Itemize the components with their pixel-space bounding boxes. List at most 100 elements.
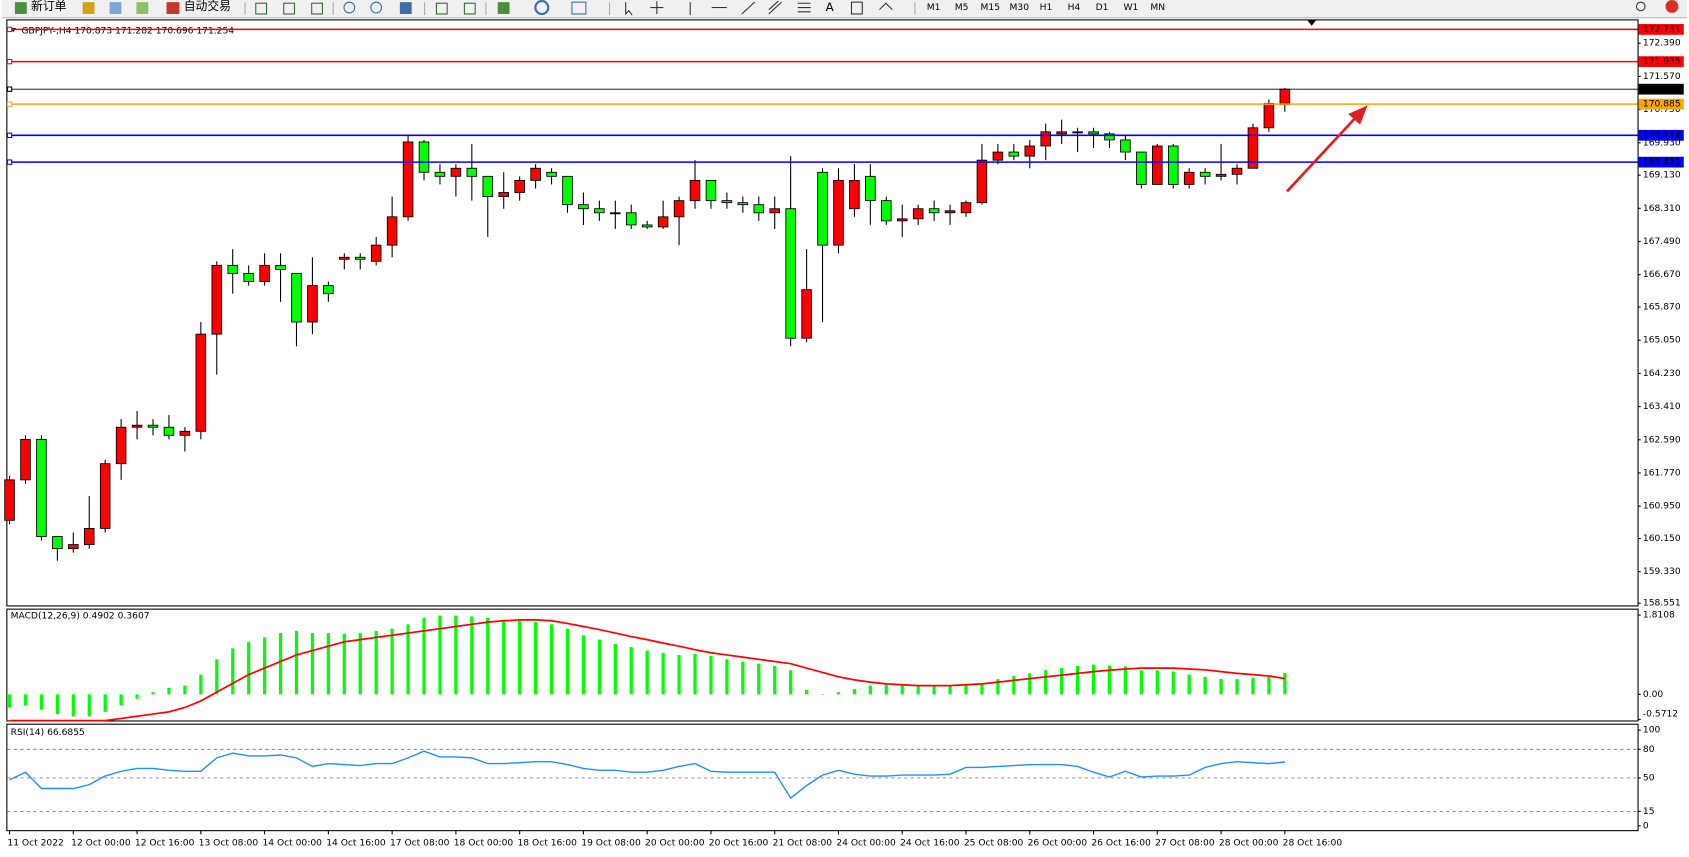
timeframe-button[interactable]: W1 [1124,3,1139,13]
timeframes: M1 M5 M15 M30 H1 H4 D1 W1 MN [927,3,1165,13]
icon-search[interactable] [1635,1,1646,12]
y-tick-label: 15 [1643,807,1655,817]
icon-autotrade[interactable] [166,2,180,14]
new-order-button[interactable]: 新订单 [31,0,67,13]
timeframe-button[interactable]: H4 [1068,3,1081,13]
candle-body [1024,145,1036,157]
autotrade-button[interactable]: 自动交易 [184,0,231,13]
level-price-label: 171.254 [1643,85,1681,95]
x-tick-label: 18 Oct 00:00 [454,839,514,849]
macd-bar [709,655,713,695]
candle-body [721,200,733,204]
macd-bar [677,654,681,695]
macd-bar [39,694,44,710]
candle-body [466,167,478,177]
level-price-box [1638,98,1684,110]
timeframe-button[interactable]: H1 [1040,3,1053,13]
candle-body [976,159,988,204]
icon-templates[interactable] [571,1,587,15]
icon-new-order[interactable] [14,2,27,14]
icon-zoom-in[interactable] [343,1,356,14]
icon-label[interactable] [850,1,863,15]
macd-bar [103,694,107,712]
icon-trendline[interactable] [741,1,756,15]
macd-bar [438,615,442,695]
macd-bar [278,633,283,695]
timeframe-button[interactable]: M1 [927,3,941,13]
x-tick-label: 14 Oct 16:00 [326,839,386,849]
timeframe-button[interactable]: MN [1150,3,1165,13]
timeframe-button[interactable]: M30 [1010,3,1030,13]
candle-body [1088,131,1099,135]
icon[interactable] [136,2,149,14]
x-tick-label: 19 Oct 08:00 [581,839,641,849]
y-tick-label: 160.150 [1643,534,1681,544]
macd-bar [518,620,522,695]
candle-body [833,179,844,246]
candle-body [402,141,414,218]
candle-body [4,479,15,521]
candle-body [227,264,238,274]
icon-periods[interactable] [534,0,550,16]
icon-zoom-out[interactable] [370,1,383,14]
toolbar: 新订单 自动交易 A M1 M5 M15 M30 H1 H4 D1 W1 MN [2,0,1687,19]
icon-bars[interactable] [255,2,268,15]
y-tick-label: 164.230 [1643,369,1681,379]
macd-panel-frame [6,608,1639,722]
macd-bar [1187,674,1191,695]
icon-channel[interactable] [768,0,782,15]
timeframe-button[interactable]: D1 [1096,3,1109,13]
candle-body [275,264,286,270]
text-tool[interactable]: A [826,0,834,14]
candle-body [498,192,509,198]
candle-body [530,167,541,181]
icon[interactable] [82,2,95,14]
macd-bar [773,665,777,695]
icon-line[interactable] [311,2,323,15]
macd-bar [820,694,825,695]
icon-alert[interactable] [1665,0,1679,13]
candle-body [370,244,382,262]
macd-bar [948,685,952,695]
level-handle [6,26,13,33]
macd-bar [215,659,219,695]
macd-bar [597,639,601,695]
chart-title: GBPJPY-,H4 170.873 171.282 170.696 171.2… [21,27,234,37]
icon[interactable] [435,2,448,15]
level-handle [6,159,13,165]
candle-body [689,179,701,202]
icon-fibo[interactable] [797,2,811,13]
icon-cursor[interactable] [625,2,633,16]
icon-arrows[interactable] [879,2,893,11]
rsi-line [9,750,1285,800]
candle-body [769,208,780,214]
icon[interactable] [463,2,476,15]
y-tick-label: 169.130 [1643,171,1681,181]
y-tick-label: 100 [1643,726,1661,736]
macd-bar [1283,672,1287,695]
macd-bar [167,687,171,695]
macd-bar [661,652,665,695]
candle-body [147,424,159,428]
macd-bar [996,679,1000,695]
candle-body [737,202,749,206]
icon[interactable] [109,2,122,14]
y-tick-label: 159.330 [1643,567,1681,577]
candle-body [211,264,223,335]
icon-tile[interactable] [399,2,412,14]
macd-bar [980,683,984,695]
timeframe-button[interactable]: M5 [955,3,969,13]
macd-bar [533,622,538,695]
icon-candles[interactable] [283,2,296,15]
level-handle [6,101,13,107]
icon-crosshair[interactable] [650,1,664,14]
macd-bar [645,650,649,695]
candle-body [1215,173,1227,177]
candle-body [243,273,254,282]
candle-body [1136,151,1147,185]
x-tick-label: 12 Oct 16:00 [135,839,195,849]
icon-indicators[interactable] [497,2,510,14]
timeframe-button[interactable]: M15 [981,3,1001,13]
x-tick-label: 11 Oct 2022 [7,839,63,849]
